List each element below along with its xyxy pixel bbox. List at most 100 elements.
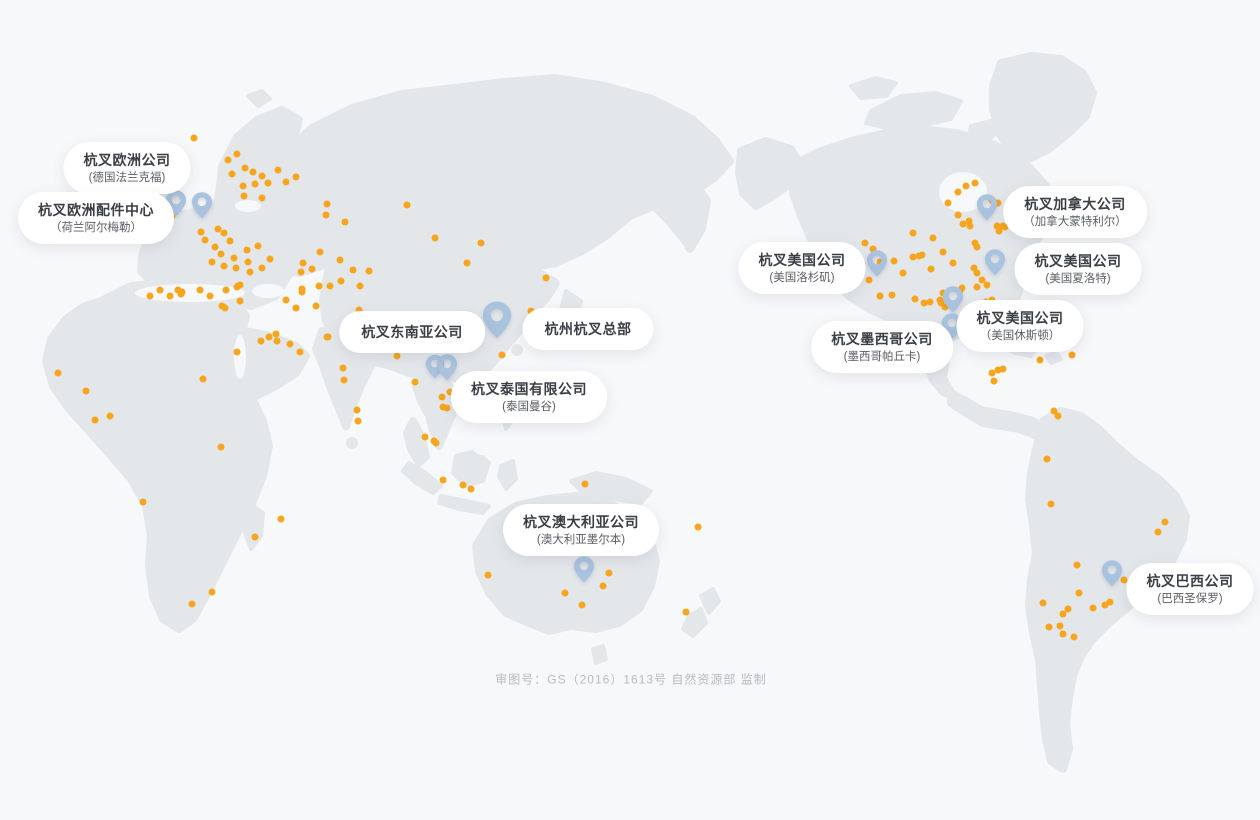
network-dot <box>973 269 981 277</box>
network-dot <box>926 298 934 306</box>
network-dot <box>233 348 241 356</box>
network-dot <box>971 239 979 247</box>
network-dot <box>411 378 419 386</box>
network-dot <box>959 220 967 228</box>
network-dot <box>443 404 451 412</box>
network-dot <box>888 291 896 299</box>
location-label-title: 杭叉美国公司 <box>1034 253 1122 269</box>
network-dot <box>484 571 492 579</box>
network-dot <box>1075 589 1083 597</box>
network-dot <box>222 286 230 294</box>
malay-peninsula <box>403 417 430 467</box>
network-dot <box>965 217 973 225</box>
network-dot <box>994 199 1002 207</box>
location-label-title: 杭叉东南亚公司 <box>361 324 463 340</box>
network-dot <box>944 199 952 207</box>
network-dot <box>869 245 877 253</box>
network-dot <box>578 601 586 609</box>
network-dot <box>966 222 974 230</box>
location-label-subtitle: (美国夏洛特) <box>1045 273 1111 285</box>
network-dot <box>1043 455 1051 463</box>
network-dot <box>1101 601 1109 609</box>
network-dot <box>939 248 947 256</box>
network-dot <box>226 237 234 245</box>
network-dot <box>166 292 174 300</box>
location-label-title: 杭叉美国公司 <box>976 310 1064 326</box>
network-dot <box>973 243 981 251</box>
network-dot <box>243 246 251 254</box>
location-label-europe-parts-center: 杭叉欧洲配件中心 （荷兰阿尔梅勒） <box>18 192 174 244</box>
alaska <box>735 137 805 210</box>
network-dot <box>1068 351 1076 359</box>
network-dot <box>349 266 357 274</box>
location-label-subtitle: （加拿大蒙特利尔） <box>1023 216 1127 228</box>
network-dot <box>217 250 225 258</box>
location-label-hangzhou-headquarters: 杭州杭叉总部 <box>522 308 654 350</box>
hispaniola <box>1044 350 1063 365</box>
network-dot <box>292 304 300 312</box>
network-dot <box>241 164 249 172</box>
network-dot <box>970 264 978 272</box>
network-dot <box>286 340 294 348</box>
network-dot <box>971 179 979 187</box>
network-dot <box>463 259 471 267</box>
new-zealand-south <box>681 607 708 638</box>
location-label-subtitle: （美国休斯顿） <box>979 330 1061 342</box>
network-dot <box>865 276 873 284</box>
arctic-archipelago-2 <box>849 76 898 100</box>
network-dot <box>339 364 347 372</box>
black-sea <box>252 284 284 298</box>
network-dot <box>431 234 439 242</box>
network-dot <box>316 248 324 256</box>
network-dot <box>292 173 300 181</box>
location-label-title: 杭叉墨西哥公司 <box>831 331 933 347</box>
network-dot <box>353 406 361 414</box>
location-label-title: 杭叉巴西公司 <box>1146 573 1234 589</box>
location-label-title: 杭叉澳大利亚公司 <box>523 514 639 530</box>
taiwan <box>511 344 523 356</box>
network-dot <box>365 267 373 275</box>
network-dot <box>978 276 986 284</box>
network-dot <box>1089 604 1097 612</box>
network-dot <box>337 277 345 285</box>
network-dot <box>299 259 307 267</box>
network-dot <box>312 302 320 310</box>
location-label-subtitle: (澳大利亚墨尔本) <box>536 534 626 546</box>
network-dot <box>962 182 970 190</box>
network-dot <box>340 376 348 384</box>
network-dot <box>994 366 1002 374</box>
network-dot <box>257 337 265 345</box>
location-label-usa-company-la: 杭叉美国公司 (美国洛杉矶) <box>738 242 866 294</box>
network-dot <box>355 306 363 314</box>
network-dot <box>1161 518 1169 526</box>
network-dot <box>297 268 305 276</box>
network-dot <box>146 292 154 300</box>
network-dot <box>232 264 240 272</box>
location-label-mexico-company: 杭叉墨西哥公司 (墨西哥帕丘卡) <box>811 321 953 373</box>
network-dot <box>1120 576 1128 584</box>
network-dot <box>939 289 947 297</box>
caspian-sea <box>296 292 310 320</box>
java <box>437 494 491 515</box>
location-pin-icon <box>1101 560 1123 593</box>
network-dot <box>999 222 1007 230</box>
network-dot <box>1047 500 1055 508</box>
network-dot <box>322 211 330 219</box>
network-dot <box>308 265 316 273</box>
network-dot <box>201 236 209 244</box>
network-dot <box>993 222 1001 230</box>
location-label-subtitle: （荷兰阿尔梅勒） <box>50 222 142 234</box>
network-dot <box>929 234 937 242</box>
network-dot <box>296 348 304 356</box>
network-dot <box>561 589 569 597</box>
network-dot <box>196 286 204 294</box>
network-dot <box>605 569 613 577</box>
network-dot <box>258 264 266 272</box>
network-dot <box>174 286 182 294</box>
location-label-subtitle: (美国洛杉矶) <box>769 272 835 284</box>
network-dot <box>459 481 467 489</box>
network-dot <box>240 192 248 200</box>
network-dot <box>246 268 254 276</box>
network-dot <box>277 515 285 523</box>
